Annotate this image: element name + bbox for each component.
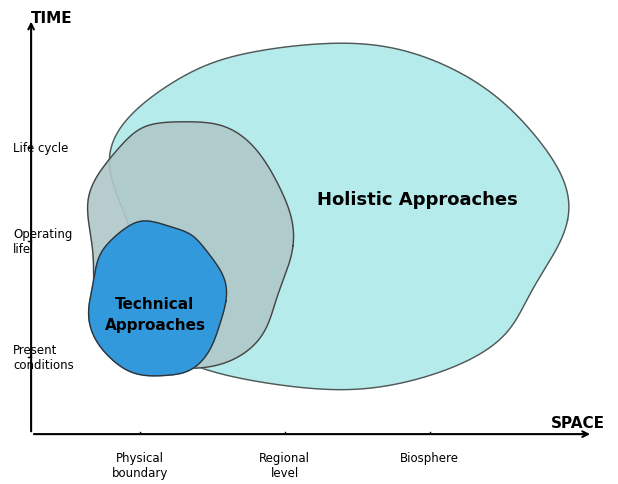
Text: SPACE: SPACE	[551, 415, 605, 430]
Polygon shape	[109, 44, 569, 390]
Text: Biosphere: Biosphere	[400, 451, 459, 464]
Text: Life cycle: Life cycle	[13, 141, 69, 154]
Polygon shape	[88, 222, 227, 376]
Text: Present
conditions: Present conditions	[13, 343, 74, 371]
Text: TIME: TIME	[31, 11, 73, 26]
Text: Regional
level: Regional level	[260, 451, 310, 479]
Text: Technical
Approaches: Technical Approaches	[104, 297, 205, 333]
Text: Operating
life: Operating life	[13, 228, 72, 256]
Polygon shape	[88, 122, 294, 369]
Text: Physical
boundary: Physical boundary	[112, 451, 168, 479]
Text: Holistic Approaches: Holistic Approaches	[318, 190, 518, 208]
